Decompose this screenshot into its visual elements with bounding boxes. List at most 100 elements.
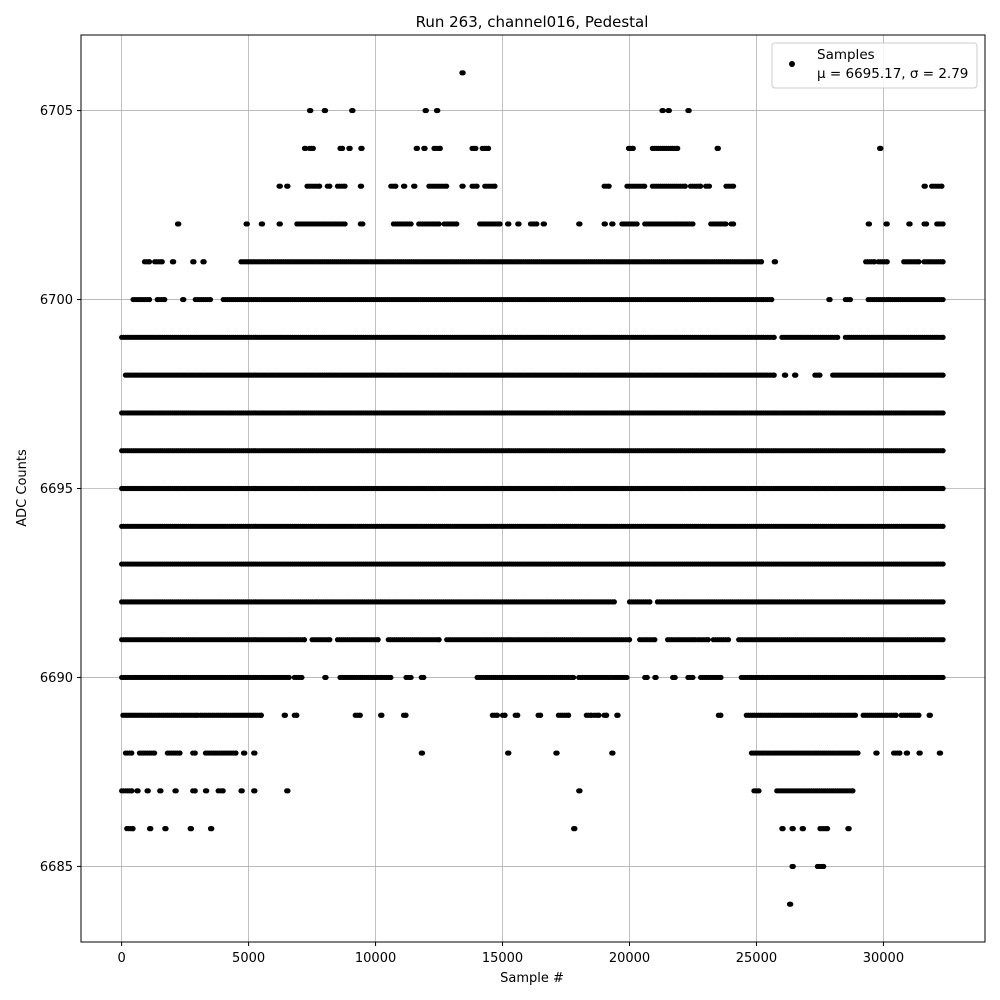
data-point (437, 145, 443, 151)
data-point (940, 296, 946, 303)
data-point (534, 221, 540, 227)
data-point (783, 372, 789, 378)
data-point (342, 221, 348, 227)
data-point (771, 334, 777, 340)
data-point (388, 674, 394, 681)
data-point (772, 259, 779, 265)
data-point (769, 296, 775, 303)
data-point (610, 221, 616, 227)
data-point (606, 183, 612, 189)
data-point (327, 183, 333, 189)
data-point (922, 183, 928, 189)
data-point (916, 259, 922, 265)
data-point (282, 712, 289, 718)
data-point (660, 107, 666, 114)
data-point (653, 674, 659, 681)
data-point (940, 448, 946, 454)
data-point (506, 221, 512, 227)
data-point (285, 183, 291, 189)
data-point (323, 674, 329, 681)
data-point (322, 107, 329, 114)
data-point (690, 221, 696, 227)
data-point (835, 334, 841, 340)
data-point (940, 372, 946, 378)
data-point (718, 674, 724, 681)
data-point (940, 637, 946, 643)
data-point (878, 145, 884, 151)
data-point (308, 107, 314, 114)
data-point (866, 221, 873, 227)
data-point (347, 145, 353, 151)
data-point (259, 221, 266, 227)
data-point (871, 259, 878, 265)
data-point (421, 674, 427, 681)
data-point (571, 674, 577, 681)
data-point (630, 145, 636, 151)
data-point (907, 221, 913, 227)
data-point (258, 712, 264, 718)
data-point (541, 221, 548, 227)
data-point (940, 410, 946, 416)
data-point (412, 183, 418, 189)
data-point (244, 221, 250, 227)
data-point (327, 637, 333, 643)
data-point (286, 674, 292, 681)
data-point (497, 221, 503, 227)
data-point (310, 145, 316, 151)
data-point (644, 674, 650, 681)
data-point (940, 674, 946, 681)
data-point (435, 107, 441, 114)
data-point (492, 183, 498, 189)
data-point (436, 637, 442, 643)
data-point (299, 674, 305, 681)
data-point (317, 183, 323, 189)
data-point (454, 221, 460, 227)
data-point (675, 145, 681, 151)
data-point (207, 296, 214, 303)
data-point (350, 107, 356, 114)
data-point (516, 221, 522, 227)
data-point (940, 221, 946, 227)
data-point (940, 523, 946, 529)
data-point (940, 599, 946, 605)
data-point (624, 674, 630, 681)
data-point (423, 107, 429, 114)
data-point (706, 183, 713, 189)
data-point (277, 221, 283, 227)
data-point (939, 183, 945, 189)
data-point (686, 107, 692, 114)
data-point (884, 259, 890, 265)
data-point (473, 145, 479, 151)
data-point (181, 296, 187, 303)
data-point (375, 637, 381, 643)
data-point (602, 221, 608, 227)
data-point (414, 145, 421, 151)
data-point (672, 674, 678, 681)
data-point (731, 221, 737, 227)
data-point (342, 183, 348, 189)
data-point (652, 637, 658, 643)
data-point (827, 296, 833, 303)
data-point (634, 221, 640, 227)
data-point (577, 221, 583, 227)
data-point (444, 183, 450, 189)
data-point (715, 145, 721, 151)
data-point (940, 334, 946, 340)
data-point (146, 296, 153, 303)
data-points (119, 70, 946, 907)
data-point (923, 221, 930, 227)
data-point (884, 221, 890, 227)
data-point (159, 259, 165, 265)
data-point (758, 259, 765, 265)
data-point (171, 259, 177, 265)
data-point (359, 145, 365, 151)
data-point (402, 183, 408, 189)
data-point (460, 70, 466, 76)
data-point (201, 259, 207, 265)
data-point (191, 259, 197, 265)
data-point (940, 259, 946, 265)
data-point (793, 372, 799, 378)
data-point (847, 296, 854, 303)
